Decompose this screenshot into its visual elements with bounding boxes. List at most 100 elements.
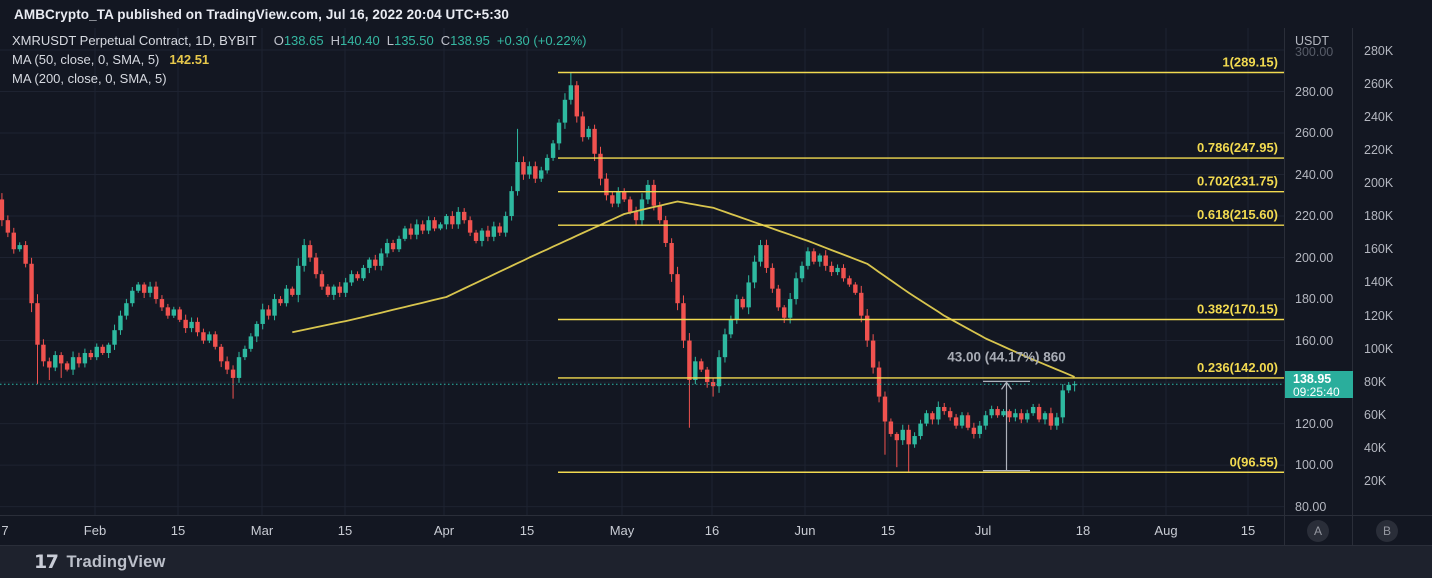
candle-body <box>331 286 337 295</box>
candle-body <box>213 334 218 347</box>
candle-body <box>592 128 597 154</box>
symbol-title[interactable]: XMRUSDT Perpetual Contract, 1D, BYBIT <box>12 33 257 48</box>
volume-tick: 60K <box>1364 407 1387 422</box>
candle-body <box>177 309 182 320</box>
candle-body <box>136 284 141 291</box>
candlestick-chart[interactable]: 1(289.15) 0.786(247.95) 0.702(231.75) 0.618… <box>0 28 1284 515</box>
volume-tick: 220K <box>1364 143 1394 158</box>
candle-body <box>1048 413 1054 426</box>
candle-body <box>716 357 722 387</box>
candle-body <box>799 265 805 279</box>
price-tick: 220.00 <box>1295 209 1334 224</box>
measure-label: 43.00 (44.17%) 860 <box>947 349 1066 364</box>
candle-body <box>390 243 396 250</box>
fib-level-label: 0.618(215.60) <box>1197 207 1278 222</box>
candle-body <box>527 166 532 175</box>
volume-tick: 200K <box>1364 176 1394 191</box>
price-scale[interactable]: USDT 300.00 280.00 260.00 240.00 220.00 200.… <box>1284 28 1353 515</box>
candle-body <box>995 409 1000 416</box>
candle-body <box>485 230 491 237</box>
candle-body <box>355 274 360 279</box>
candle-body <box>450 216 455 225</box>
candle-body <box>183 319 188 329</box>
candle-body <box>17 245 22 250</box>
time-tick: Aug <box>1154 523 1178 538</box>
candle-body <box>41 344 46 362</box>
ma50-line[interactable] <box>292 200 1075 378</box>
candle-body <box>533 166 538 179</box>
last-price-badge: 138.95 09:25:40 <box>1285 371 1353 399</box>
candle-body <box>770 267 775 289</box>
candle-body <box>171 309 176 316</box>
candle-body <box>491 226 497 237</box>
candle-body <box>722 334 728 358</box>
candle-body <box>965 415 971 428</box>
price-tick: 260.00 <box>1295 126 1334 140</box>
ma200-label[interactable]: MA (200, close, 0, SMA, 5) <box>12 71 167 86</box>
time-tick: 15 <box>170 523 186 538</box>
candle-body <box>509 191 514 217</box>
tradingview-logo[interactable]: 17 TradingView <box>34 551 166 573</box>
volume-tick: 280K <box>1364 44 1394 58</box>
candle-body <box>776 288 781 308</box>
candle-body <box>367 259 372 268</box>
high-label: H <box>330 33 340 48</box>
volume-tick: 160K <box>1364 242 1394 257</box>
candle-body <box>870 340 876 368</box>
candle-body <box>562 99 568 123</box>
candle-body <box>5 220 11 233</box>
candle-body <box>859 292 864 316</box>
chart-pane[interactable]: 1(289.15) 0.786(247.95) 0.702(231.75) 0.618… <box>0 28 1284 515</box>
candle-body <box>598 153 603 179</box>
ma50-label[interactable]: MA (50, close, 0, SMA, 5) <box>12 52 160 67</box>
candle-body <box>473 232 479 241</box>
candle-body <box>633 211 639 221</box>
ma200-legend-row[interactable]: MA (200, close, 0, SMA, 5) <box>12 69 587 88</box>
time-tick: May <box>609 523 635 538</box>
candle-body <box>106 344 111 354</box>
candle-body <box>159 299 165 308</box>
candle-body <box>829 265 834 273</box>
price-scale-mode-a-button[interactable]: A <box>1307 520 1329 542</box>
time-tick: Jul <box>974 523 992 538</box>
fib-level-label: 0(96.55) <box>1230 454 1278 469</box>
time-tick: 15 <box>1240 523 1256 538</box>
volume-scale[interactable]: 280K 260K 240K 220K 200K 180K 160K 140K 120K 100K… <box>1352 28 1432 515</box>
candle-body <box>1042 413 1048 420</box>
candle-body <box>942 406 947 412</box>
candle-body <box>616 191 621 204</box>
candle-body <box>64 363 70 370</box>
candle-body <box>319 274 325 287</box>
candle-body <box>456 211 461 225</box>
candle-body <box>1001 411 1006 416</box>
candle-body <box>432 220 437 229</box>
candle-body <box>864 315 870 341</box>
candle-body <box>752 261 757 283</box>
candle-body <box>699 361 704 370</box>
time-tick: Feb <box>83 523 107 538</box>
candle-body <box>574 85 579 117</box>
candle-body <box>94 346 99 358</box>
ma50-legend-row[interactable]: MA (50, close, 0, SMA, 5) 142.51 <box>12 50 587 69</box>
volume-scale-mode-b-button[interactable]: B <box>1376 520 1398 542</box>
candle-body <box>568 85 574 100</box>
symbol-legend-row[interactable]: XMRUSDT Perpetual Contract, 1D, BYBIT O … <box>12 31 587 50</box>
candle-body <box>112 330 117 345</box>
close-value: 138.95 <box>450 33 490 48</box>
candle-body <box>11 232 16 250</box>
candle-body <box>124 303 129 316</box>
time-tick: Jun <box>794 523 816 538</box>
candle-body <box>420 224 425 231</box>
volume-tick: 180K <box>1364 209 1394 224</box>
candle-body <box>426 220 431 231</box>
candle-body <box>278 299 283 304</box>
candle-body <box>681 303 686 341</box>
last-price-value: 138.95 <box>1293 372 1332 387</box>
candle-body <box>704 369 710 383</box>
fib-level-label: 0.382(170.15) <box>1197 301 1278 316</box>
candle-body <box>550 143 556 158</box>
time-scale[interactable]: 7 Feb 15 Mar 15 Apr 15 May 16 Jun 15 Jul 18 Aug 15 A B <box>0 515 1432 546</box>
time-tick: Apr <box>433 523 455 538</box>
price-tick: 180.00 <box>1295 292 1334 307</box>
candle-body <box>604 178 609 196</box>
